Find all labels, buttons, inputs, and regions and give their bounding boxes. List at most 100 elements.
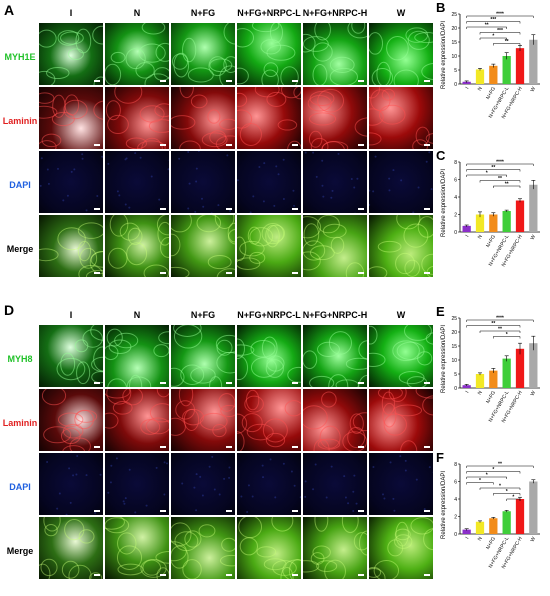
cell-shape <box>396 522 408 546</box>
y-tick-label: 6 <box>454 480 457 486</box>
cell-shape <box>346 263 363 278</box>
cell-shape <box>187 151 189 153</box>
scale-bar <box>94 446 100 448</box>
cell-shape <box>47 168 49 170</box>
micrograph-tile <box>104 214 170 278</box>
micrograph-tile <box>368 516 434 580</box>
cell-shape <box>418 217 434 238</box>
cell-shape <box>347 502 349 504</box>
cell-shape <box>369 267 387 278</box>
panel-letter: D <box>4 302 14 318</box>
cell-pattern <box>171 389 236 452</box>
cell-shape <box>65 519 84 539</box>
micrograph-tile <box>368 86 434 150</box>
cell-shape <box>291 471 293 473</box>
cell-pattern <box>39 453 104 516</box>
cell-shape <box>160 237 170 257</box>
cell-shape <box>199 525 215 537</box>
column-header: N+FG+NRPC-L <box>236 310 302 320</box>
significance-label: * <box>506 332 508 338</box>
micrograph-tile <box>104 388 170 452</box>
cell-pattern <box>171 215 236 278</box>
cell-shape <box>418 352 432 365</box>
cell-shape <box>134 152 136 154</box>
scale-bar <box>94 272 100 274</box>
micrograph-tile <box>368 214 434 278</box>
y-tick-label: 2 <box>454 515 457 521</box>
cell-shape <box>123 500 125 502</box>
cell-shape <box>223 478 225 480</box>
cell-shape <box>228 466 230 468</box>
bar <box>489 371 497 388</box>
cell-pattern <box>105 151 170 214</box>
panel-letter: C <box>436 148 446 163</box>
cell-shape <box>110 215 128 236</box>
column-header: N+FG+NRPC-H <box>302 310 368 320</box>
scale-bar <box>358 144 364 146</box>
cell-shape <box>217 204 219 206</box>
cell-shape <box>220 555 236 565</box>
y-tick-label: 10 <box>451 54 457 60</box>
cell-pattern <box>171 151 236 214</box>
micrograph-tile <box>38 214 104 278</box>
row-label: Laminin <box>0 116 40 126</box>
cell-shape <box>329 375 348 388</box>
cell-shape <box>346 358 368 369</box>
cell-pattern <box>237 215 302 278</box>
micrograph-tile <box>236 86 302 150</box>
cell-shape <box>315 517 328 531</box>
cell-pattern <box>303 389 368 452</box>
cell-shape <box>171 116 195 130</box>
scale-bar <box>424 574 430 576</box>
cell-shape <box>345 497 347 499</box>
significance-label: **** <box>496 160 504 166</box>
cell-shape <box>305 152 307 154</box>
cell-shape <box>404 224 428 247</box>
cell-shape <box>304 496 306 498</box>
scale-bar <box>226 144 232 146</box>
cell-shape <box>322 196 324 198</box>
y-axis-label: Relative expression/DAPI <box>441 471 447 539</box>
cell-shape <box>72 474 74 476</box>
scale-bar <box>358 446 364 448</box>
cell-shape <box>433 471 434 473</box>
micrograph-tile <box>302 452 368 516</box>
cell-shape <box>56 508 58 510</box>
cell-shape <box>310 376 334 388</box>
cell-shape <box>388 189 390 191</box>
y-tick-label: 0 <box>454 82 457 88</box>
cell-shape <box>70 502 72 504</box>
cell-pattern <box>237 453 302 516</box>
cell-shape <box>283 159 285 161</box>
micrograph-tile <box>236 214 302 278</box>
scale-bar <box>424 144 430 146</box>
cell-shape <box>105 389 130 398</box>
cell-shape <box>226 154 228 156</box>
cell-shape <box>125 203 127 205</box>
cell-shape <box>237 93 247 106</box>
scale-bar <box>94 574 100 576</box>
cell-shape <box>424 529 434 550</box>
cell-shape <box>422 63 434 79</box>
bar <box>489 518 497 534</box>
cell-pattern <box>39 517 104 580</box>
cell-shape <box>275 165 277 167</box>
significance-label: **** <box>496 316 504 322</box>
cell-shape <box>237 237 246 261</box>
cell-shape <box>39 93 54 104</box>
cell-pattern <box>237 325 302 388</box>
x-tick-label: I <box>465 86 471 90</box>
cell-shape <box>171 215 191 232</box>
bar <box>529 40 537 84</box>
cell-shape <box>313 43 332 61</box>
column-header: N+FG+NRPC-L <box>236 8 302 18</box>
cell-shape <box>278 173 280 175</box>
y-tick-label: 8 <box>454 462 457 468</box>
scale-bar <box>226 510 232 512</box>
scale-bar <box>292 208 298 210</box>
y-tick-label: 2 <box>454 213 457 219</box>
micrograph-tile <box>236 388 302 452</box>
x-tick-label: N <box>477 234 484 240</box>
cell-shape <box>313 65 327 86</box>
significance-label: ** <box>505 39 509 45</box>
